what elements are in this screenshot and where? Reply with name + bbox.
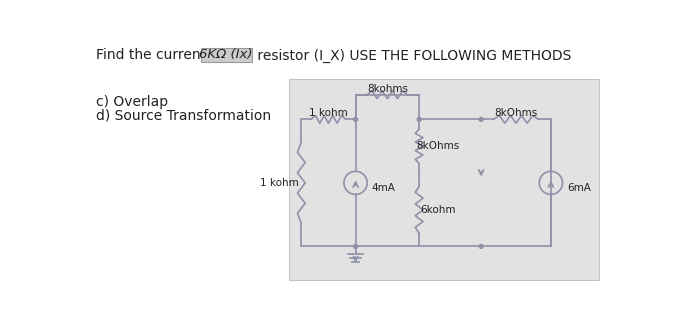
Text: 6mA: 6mA	[567, 183, 591, 193]
Circle shape	[480, 245, 483, 248]
Circle shape	[354, 117, 357, 121]
Circle shape	[417, 117, 421, 121]
Bar	[289, 79, 599, 280]
Text: 1 kohm: 1 kohm	[309, 108, 348, 118]
Text: 6kohm: 6kohm	[420, 205, 455, 215]
Text: d) Source Transformation: d) Source Transformation	[96, 108, 271, 123]
Text: 8kOhms: 8kOhms	[416, 141, 460, 151]
Text: c) Overlap: c) Overlap	[96, 95, 168, 109]
Text: resistor (I_X) USE THE FOLLOWING METHODS: resistor (I_X) USE THE FOLLOWING METHODS	[254, 48, 572, 63]
Text: Find the current in the: Find the current in the	[96, 48, 255, 63]
Text: 6KΩ (Ix): 6KΩ (Ix)	[199, 48, 253, 61]
Text: 8kohms: 8kohms	[367, 83, 408, 93]
Text: 1 kohm: 1 kohm	[260, 178, 299, 188]
Circle shape	[354, 245, 357, 248]
Text: 4mA: 4mA	[372, 183, 396, 193]
Circle shape	[480, 117, 483, 121]
Text: 8kOhms: 8kOhms	[495, 108, 538, 118]
Bar	[201, 48, 251, 62]
